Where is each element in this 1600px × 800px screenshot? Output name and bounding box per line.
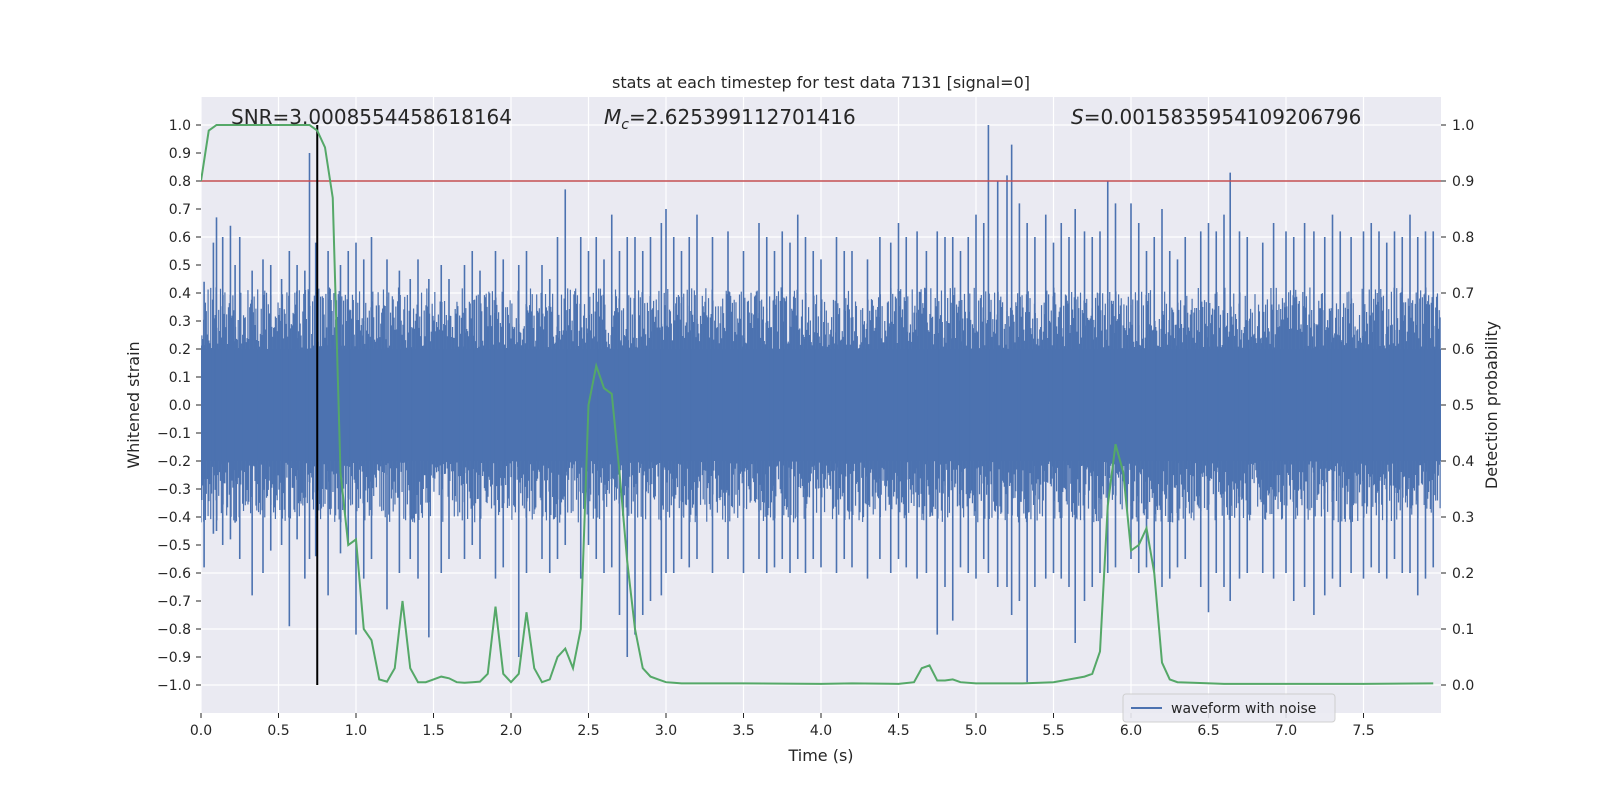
x-tick-label: 3.0 bbox=[655, 723, 677, 739]
x-tick-label: 0.0 bbox=[190, 723, 212, 739]
detection-probability-line bbox=[201, 124, 1434, 685]
y-left-tick-label: −0.4 bbox=[157, 510, 191, 526]
mc-subscript: c bbox=[621, 117, 629, 133]
y-left-axis-ticks: 1.0 0.9 0.8 0.7 0.6 0.5 0.4 0.3 0.2 0.1 0.0 −0.1 −0.… bbox=[157, 118, 201, 694]
y-right-axis-ticks: 1.0 0.9 0.8 0.7 0.6 0.5 0.4 0.3 0.2 0.1 0.0 bbox=[1441, 118, 1474, 694]
y-left-tick-label: −0.7 bbox=[157, 594, 191, 610]
x-tick-label: 5.5 bbox=[1042, 723, 1064, 739]
x-tick-label: 5.0 bbox=[965, 723, 987, 739]
chart-title: stats at each timestep for test data 713… bbox=[612, 73, 1030, 92]
x-axis-ticks: 0.0 0.5 1.0 1.5 2.0 2.5 3.0 3.5 4.0 4.5 5.0 5.5 6.0 6… bbox=[190, 713, 1375, 739]
y-left-tick-label: 0.3 bbox=[169, 314, 191, 330]
x-tick-label: 4.0 bbox=[810, 723, 832, 739]
y-left-tick-label: 0.5 bbox=[169, 258, 191, 274]
y-left-tick-label: 0.2 bbox=[169, 342, 191, 358]
y-right-tick-label: 0.6 bbox=[1452, 342, 1474, 358]
y-left-tick-label: −0.9 bbox=[157, 650, 191, 666]
x-tick-label: 7.5 bbox=[1352, 723, 1374, 739]
x-tick-label: 2.0 bbox=[500, 723, 522, 739]
y-right-tick-label: 0.2 bbox=[1452, 566, 1474, 582]
s-symbol: S bbox=[1071, 105, 1084, 129]
mc-annotation: Mc=2.625399112701416 bbox=[604, 105, 856, 133]
x-axis-label: Time (s) bbox=[787, 746, 853, 765]
x-tick-label: 3.5 bbox=[732, 723, 754, 739]
y-right-tick-label: 0.3 bbox=[1452, 510, 1474, 526]
y-left-tick-label: 0.4 bbox=[169, 286, 191, 302]
waveform-series bbox=[201, 125, 1441, 683]
y-left-tick-label: 0.7 bbox=[169, 202, 191, 218]
s-value: =0.0015835954109206796 bbox=[1084, 105, 1362, 129]
y-left-tick-label: −0.1 bbox=[157, 426, 191, 442]
y-right-tick-label: 0.1 bbox=[1452, 622, 1474, 638]
y-left-axis-label: Whitened strain bbox=[124, 341, 143, 468]
x-tick-label: 6.0 bbox=[1120, 723, 1142, 739]
y-right-tick-label: 0.7 bbox=[1452, 286, 1474, 302]
y-left-tick-label: 0.6 bbox=[169, 230, 191, 246]
mc-symbol: M bbox=[604, 105, 621, 129]
legend-label: waveform with noise bbox=[1171, 701, 1316, 717]
y-left-tick-label: 0.1 bbox=[169, 370, 191, 386]
y-right-tick-label: 0.8 bbox=[1452, 230, 1474, 246]
x-tick-label: 4.5 bbox=[887, 723, 909, 739]
x-tick-label: 6.5 bbox=[1197, 723, 1219, 739]
mc-value: =2.625399112701416 bbox=[629, 105, 856, 129]
y-left-tick-label: −0.6 bbox=[157, 566, 191, 582]
y-left-tick-label: −0.5 bbox=[157, 538, 191, 554]
y-left-tick-label: 0.8 bbox=[169, 174, 191, 190]
y-right-axis-label: Detection probability bbox=[1482, 321, 1501, 489]
y-left-tick-label: −1.0 bbox=[157, 678, 191, 694]
y-right-tick-label: 0.0 bbox=[1452, 678, 1474, 694]
x-tick-label: 0.5 bbox=[267, 723, 289, 739]
y-right-tick-label: 0.9 bbox=[1452, 174, 1474, 190]
y-left-tick-label: −0.8 bbox=[157, 622, 191, 638]
legend: waveform with noise bbox=[1122, 693, 1336, 723]
y-left-tick-label: 0.0 bbox=[169, 398, 191, 414]
y-left-tick-label: 0.9 bbox=[169, 146, 191, 162]
y-left-tick-label: 1.0 bbox=[169, 118, 191, 134]
x-tick-label: 7.0 bbox=[1275, 723, 1297, 739]
y-right-tick-label: 0.5 bbox=[1452, 398, 1474, 414]
x-tick-label: 2.5 bbox=[577, 723, 599, 739]
y-left-tick-label: −0.2 bbox=[157, 454, 191, 470]
y-left-tick-label: −0.3 bbox=[157, 482, 191, 498]
x-tick-label: 1.5 bbox=[422, 723, 444, 739]
y-right-tick-label: 0.4 bbox=[1452, 454, 1474, 470]
y-right-tick-label: 1.0 bbox=[1452, 118, 1474, 134]
x-tick-label: 1.0 bbox=[345, 723, 367, 739]
snr-annotation: SNR=3.0008554458618164 bbox=[231, 105, 512, 129]
s-annotation: S=0.0015835954109206796 bbox=[1071, 105, 1361, 129]
legend-box bbox=[1122, 693, 1336, 723]
